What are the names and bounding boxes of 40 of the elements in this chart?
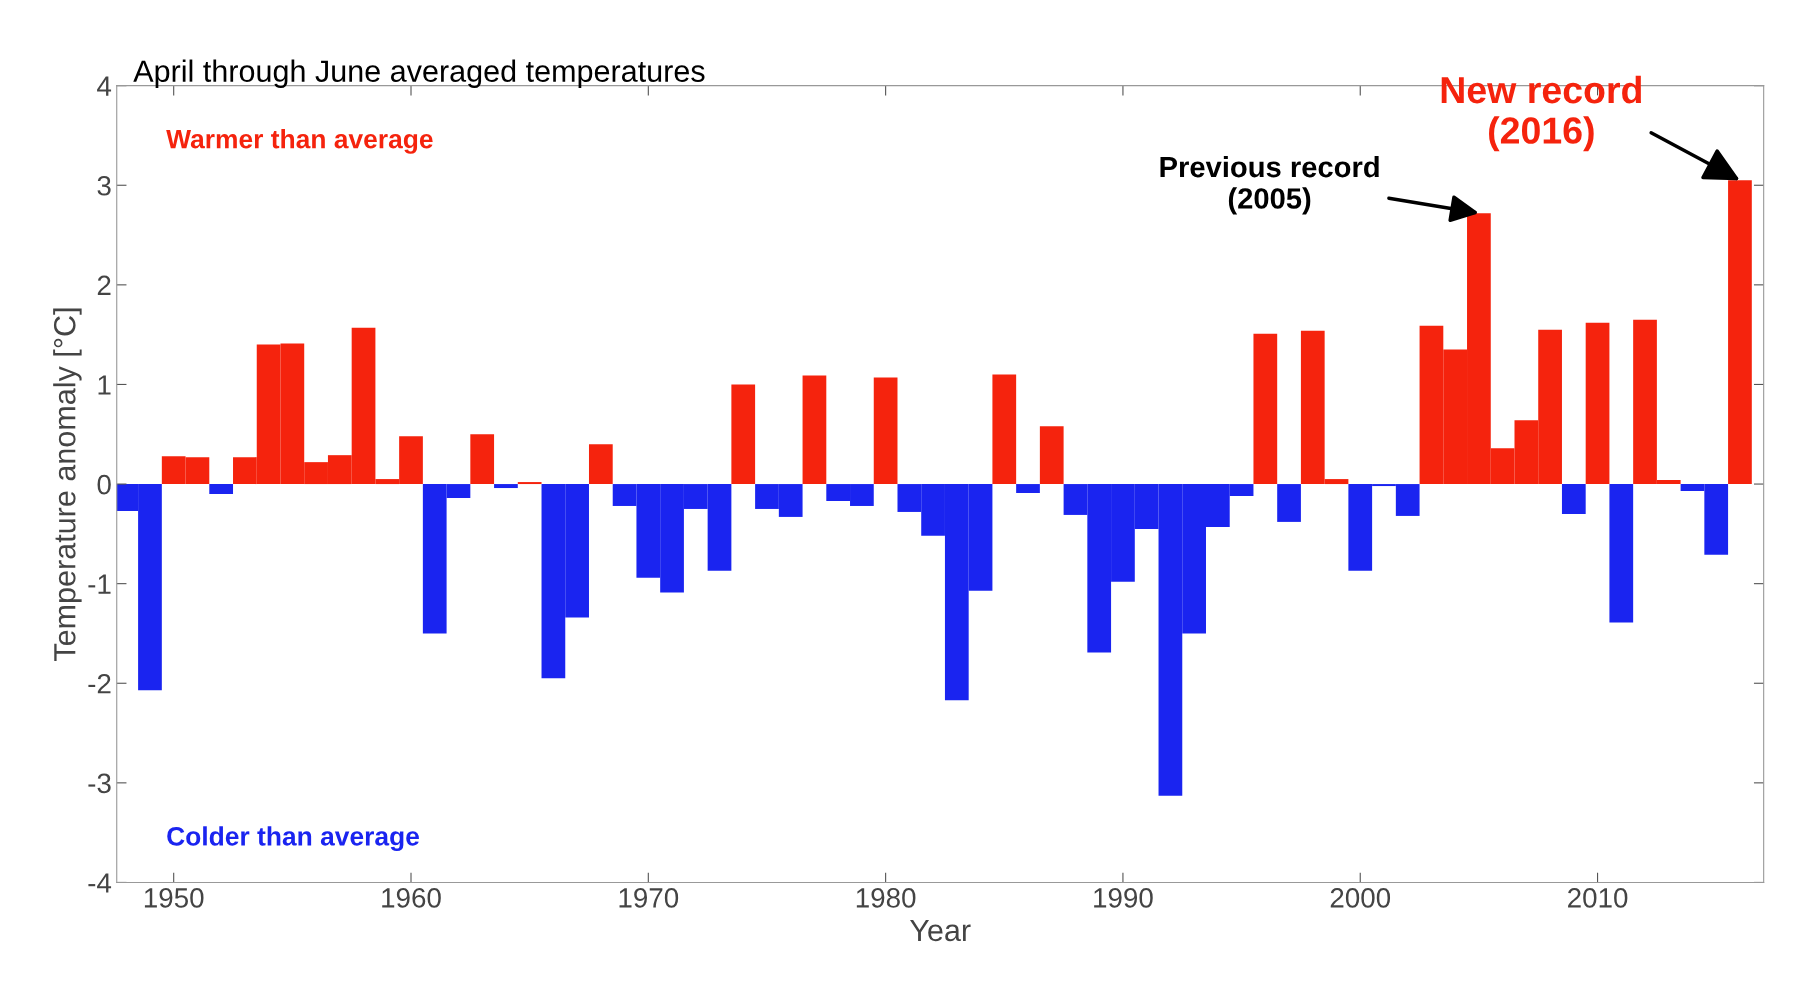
bar [1253,333,1278,485]
bar [1585,322,1610,485]
y-tick-label: 4 [97,76,112,96]
bar [588,444,613,485]
y-tick-label: -2 [88,673,111,694]
x-tick-label: 2000 [1330,888,1391,908]
annotation: Warmer than average [166,129,433,154]
bar [1561,484,1586,514]
annotation: Colder than average [167,826,419,851]
bar [992,374,1017,485]
x-tick-label: 1950 [144,888,204,908]
annotation: Previous record (2005) [1160,155,1379,215]
bar [1609,484,1634,623]
bar [802,375,827,485]
y-tick-label: 3 [97,175,111,196]
y-tick-label: 0 [97,474,111,495]
annotation: New record (2016) [1441,75,1641,152]
x-tick-label: 1960 [382,888,441,908]
chart-title: April through June averaged temperatures [133,59,705,89]
y-tick-label: 1 [98,375,111,395]
x-tick-label: 2010 [1568,888,1628,908]
x-tick-label: 1990 [1094,888,1153,908]
x-tick-label: 1970 [619,888,679,908]
y-tick-label: -4 [88,873,112,893]
bar [1016,484,1040,494]
y-tick-label: -3 [88,773,111,794]
x-axis-title: Year [910,919,971,942]
y-axis-title: Temperature anomaly [°C] [53,308,82,661]
bar [1728,180,1752,485]
y-tick-label: -1 [88,574,111,594]
bar [731,384,756,485]
bar [1277,484,1301,522]
x-tick-label: 1980 [856,888,916,908]
bar [470,434,495,485]
bar [873,377,898,485]
bar [209,484,234,495]
bar [1039,426,1064,485]
y-tick-label: 2 [97,275,111,295]
bar [494,484,518,489]
bar [517,482,542,485]
